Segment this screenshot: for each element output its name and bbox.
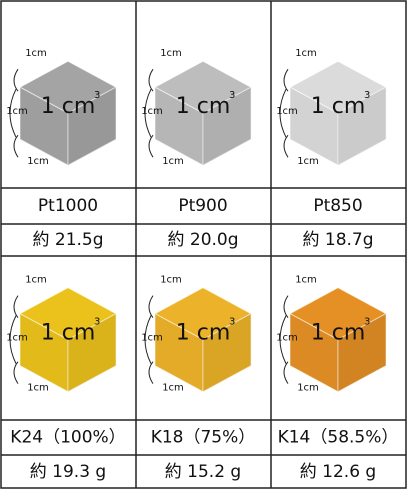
cube-face bbox=[337, 86, 387, 167]
volume-label: 1 cm bbox=[311, 94, 366, 119]
weight: 約 21.5g bbox=[32, 230, 103, 250]
dimension-bracket bbox=[148, 134, 154, 158]
cube-face bbox=[202, 312, 252, 393]
volume-superscript: 3 bbox=[94, 90, 100, 101]
volume-label: 1 cm bbox=[176, 321, 231, 346]
dimension-bracket bbox=[148, 361, 154, 384]
edge-label: 1cm bbox=[141, 333, 163, 344]
edge-label: 1cm bbox=[6, 106, 28, 117]
edge-label: 1cm bbox=[295, 275, 317, 286]
dimension-bracket bbox=[13, 134, 19, 158]
dimension-bracket bbox=[9, 88, 17, 138]
edge-label: 1cm bbox=[25, 275, 47, 286]
weight: 約 20.0g bbox=[167, 230, 238, 250]
dimension-bracket bbox=[283, 361, 289, 384]
edge-label: 1cm bbox=[297, 156, 319, 167]
volume-label: 1 cm bbox=[41, 321, 96, 346]
cube-face bbox=[337, 312, 387, 393]
metal-name: K24（100%） bbox=[10, 428, 125, 448]
dimension-bracket bbox=[279, 88, 287, 138]
dimension-bracket bbox=[279, 315, 287, 364]
edge-label: 1cm bbox=[295, 48, 317, 59]
volume-label: 1 cm bbox=[311, 321, 366, 346]
dimension-bracket bbox=[13, 68, 19, 92]
metal-name: Pt900 bbox=[178, 196, 227, 216]
volume-superscript: 3 bbox=[364, 317, 370, 328]
weight: 約 12.6 g bbox=[300, 462, 376, 482]
dimension-bracket bbox=[13, 361, 19, 384]
dimension-bracket bbox=[283, 68, 289, 92]
volume-label: 1 cm bbox=[176, 94, 231, 119]
edge-label: 1cm bbox=[27, 156, 49, 167]
weight: 約 19.3 g bbox=[30, 462, 106, 482]
edge-label: 1cm bbox=[160, 275, 182, 286]
volume-superscript: 3 bbox=[229, 90, 235, 101]
edge-label: 1cm bbox=[6, 333, 28, 344]
edge-label: 1cm bbox=[276, 106, 298, 117]
volume-superscript: 3 bbox=[94, 317, 100, 328]
edge-label: 1cm bbox=[162, 156, 184, 167]
edge-label: 1cm bbox=[276, 333, 298, 344]
dimension-bracket bbox=[148, 295, 154, 318]
edge-label: 1cm bbox=[27, 383, 49, 394]
edge-label: 1cm bbox=[160, 48, 182, 59]
dimension-bracket bbox=[9, 315, 17, 364]
dimension-bracket bbox=[13, 295, 19, 318]
edge-label: 1cm bbox=[141, 106, 163, 117]
dimension-bracket bbox=[148, 68, 154, 92]
metal-name: Pt1000 bbox=[38, 196, 98, 216]
cube-face bbox=[67, 312, 117, 393]
cube-face bbox=[67, 86, 117, 167]
volume-superscript: 3 bbox=[364, 90, 370, 101]
dimension-bracket bbox=[283, 134, 289, 158]
volume-superscript: 3 bbox=[229, 317, 235, 328]
weight: 約 15.2 g bbox=[165, 462, 241, 482]
edge-label: 1cm bbox=[162, 383, 184, 394]
weight: 約 18.7g bbox=[302, 230, 373, 250]
dimension-bracket bbox=[144, 315, 152, 364]
metal-name: Pt850 bbox=[313, 196, 362, 216]
edge-label: 1cm bbox=[297, 383, 319, 394]
dimension-bracket bbox=[144, 88, 152, 138]
metal-name: K14（58.5%） bbox=[278, 428, 399, 448]
edge-label: 1cm bbox=[25, 48, 47, 59]
metal-name: K18（75%） bbox=[151, 428, 256, 448]
cube-face bbox=[202, 86, 252, 167]
volume-label: 1 cm bbox=[41, 94, 96, 119]
dimension-bracket bbox=[283, 295, 289, 318]
